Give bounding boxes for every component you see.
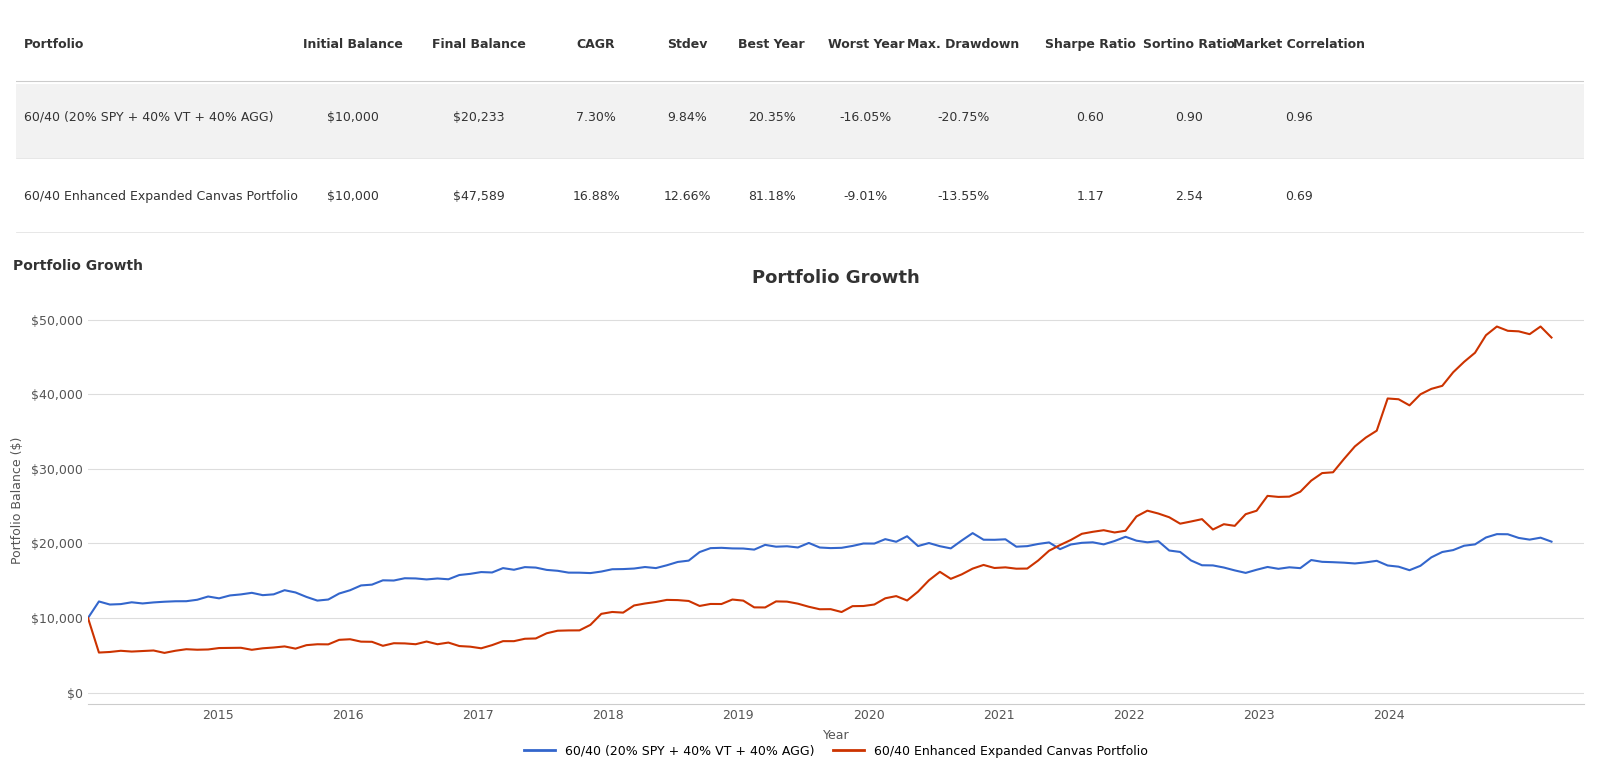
Text: 0.60: 0.60 <box>1077 111 1104 124</box>
Text: CAGR: CAGR <box>578 38 616 51</box>
Title: Portfolio Growth: Portfolio Growth <box>752 269 920 287</box>
Text: 12.66%: 12.66% <box>664 190 710 203</box>
Text: 0.96: 0.96 <box>1285 111 1312 124</box>
Text: $10,000: $10,000 <box>326 111 379 124</box>
Text: 7.30%: 7.30% <box>576 111 616 124</box>
Text: 0.69: 0.69 <box>1285 190 1312 203</box>
Text: Best Year: Best Year <box>739 38 805 51</box>
Text: Initial Balance: Initial Balance <box>302 38 403 51</box>
Text: -20.75%: -20.75% <box>938 111 989 124</box>
Text: -9.01%: -9.01% <box>843 190 888 203</box>
Text: $47,589: $47,589 <box>453 190 504 203</box>
Y-axis label: Portfolio Balance ($): Portfolio Balance ($) <box>11 437 24 564</box>
Bar <box>16 84 1584 158</box>
Text: 60/40 (20% SPY + 40% VT + 40% AGG): 60/40 (20% SPY + 40% VT + 40% AGG) <box>24 111 274 124</box>
Text: -13.55%: -13.55% <box>938 190 989 203</box>
Text: 9.84%: 9.84% <box>667 111 707 124</box>
Text: Sharpe Ratio: Sharpe Ratio <box>1045 38 1136 51</box>
Text: $10,000: $10,000 <box>326 190 379 203</box>
Text: Final Balance: Final Balance <box>432 38 525 51</box>
Text: 60/40 Enhanced Expanded Canvas Portfolio: 60/40 Enhanced Expanded Canvas Portfolio <box>24 190 298 203</box>
Text: Worst Year: Worst Year <box>827 38 904 51</box>
Legend: 60/40 (20% SPY + 40% VT + 40% AGG), 60/40 Enhanced Expanded Canvas Portfolio: 60/40 (20% SPY + 40% VT + 40% AGG), 60/4… <box>518 740 1154 762</box>
Text: -16.05%: -16.05% <box>840 111 891 124</box>
Text: Portfolio Growth: Portfolio Growth <box>13 259 142 273</box>
Text: 1.17: 1.17 <box>1077 190 1104 203</box>
Text: 81.18%: 81.18% <box>747 190 795 203</box>
Text: Portfolio: Portfolio <box>24 38 85 51</box>
X-axis label: Year: Year <box>822 729 850 741</box>
Text: 16.88%: 16.88% <box>573 190 621 203</box>
Text: 2.54: 2.54 <box>1174 190 1203 203</box>
Text: $20,233: $20,233 <box>453 111 504 124</box>
Text: Sortino Ratio: Sortino Ratio <box>1142 38 1235 51</box>
Text: 0.90: 0.90 <box>1174 111 1203 124</box>
Text: Stdev: Stdev <box>667 38 707 51</box>
Text: Max. Drawdown: Max. Drawdown <box>907 38 1019 51</box>
Text: 20.35%: 20.35% <box>747 111 795 124</box>
Text: Market Correlation: Market Correlation <box>1232 38 1365 51</box>
